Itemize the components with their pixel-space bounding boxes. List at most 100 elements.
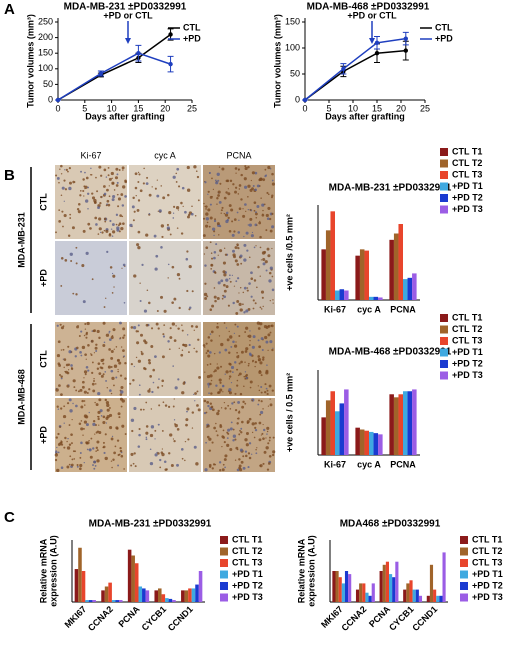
nucleus	[120, 454, 124, 458]
x-tick-label: cyc A	[357, 459, 381, 469]
nucleus	[257, 403, 260, 406]
nucleus	[206, 424, 210, 428]
nucleus	[104, 371, 107, 373]
nucleus	[234, 259, 238, 263]
bar	[335, 411, 340, 455]
annotation-arrow	[125, 38, 131, 44]
x-tick-label: 25	[420, 103, 430, 113]
nucleus	[85, 251, 89, 255]
nucleus	[237, 277, 240, 280]
nucleus	[265, 269, 268, 272]
nucleus	[267, 349, 269, 352]
nucleus	[250, 277, 254, 281]
bar	[369, 431, 374, 455]
nucleus	[96, 329, 100, 334]
nucleus	[57, 362, 61, 366]
series-line	[304, 37, 406, 101]
nucleus	[78, 422, 82, 426]
nucleus	[221, 445, 223, 448]
nucleus	[267, 333, 271, 337]
nucleus	[110, 437, 114, 441]
nucleus	[227, 432, 230, 435]
nucleus	[229, 407, 232, 410]
nucleus	[64, 188, 68, 191]
nucleus	[234, 408, 238, 412]
nucleus	[178, 347, 180, 349]
nucleus	[56, 405, 59, 408]
nucleus	[234, 459, 237, 461]
nucleus	[204, 371, 206, 373]
nucleus	[265, 340, 269, 344]
nucleus	[254, 302, 257, 305]
nucleus	[229, 179, 233, 183]
bar	[415, 589, 419, 602]
nucleus	[266, 217, 270, 221]
nucleus	[132, 219, 135, 222]
nucleus	[84, 328, 87, 330]
legend-swatch	[220, 559, 228, 567]
nucleus	[104, 433, 107, 436]
nucleus	[130, 452, 134, 456]
chart-title: MDA468 ±PD0332991	[340, 519, 441, 530]
nucleus	[68, 167, 71, 170]
nucleus	[267, 254, 271, 258]
nucleus	[205, 352, 208, 354]
nucleus	[157, 423, 160, 426]
nucleus	[93, 467, 96, 470]
nucleus	[133, 406, 137, 411]
nucleus	[119, 321, 122, 325]
nucleus	[271, 182, 275, 186]
nucleus	[258, 370, 262, 375]
nucleus	[64, 169, 66, 171]
x-tick-label: 25	[187, 103, 197, 113]
nucleus	[69, 213, 72, 216]
nucleus	[92, 422, 96, 427]
legend-label: +PD	[183, 33, 201, 43]
nucleus	[236, 355, 240, 359]
nucleus	[217, 254, 219, 256]
nucleus	[205, 224, 209, 228]
nucleus	[77, 210, 81, 214]
nucleus	[208, 449, 212, 452]
nucleus	[245, 210, 247, 212]
nucleus	[115, 376, 118, 379]
nucleus	[204, 346, 206, 348]
nucleus	[105, 176, 108, 178]
bar	[364, 430, 369, 455]
nucleus	[226, 338, 230, 342]
nucleus	[243, 311, 246, 314]
nucleus	[216, 197, 219, 200]
nucleus	[249, 217, 253, 221]
nucleus	[111, 335, 114, 337]
nucleus	[98, 372, 102, 376]
nucleus	[137, 199, 141, 202]
nucleus	[84, 188, 86, 190]
nucleus	[215, 243, 218, 246]
nucleus	[63, 200, 65, 202]
bar	[412, 389, 417, 455]
nucleus	[74, 355, 77, 358]
nucleus	[146, 176, 149, 179]
nucleus	[221, 206, 224, 209]
bar	[359, 429, 365, 455]
nucleus	[122, 349, 125, 353]
x-axis-label: Days after grafting	[325, 111, 405, 121]
bar	[379, 571, 383, 602]
nucleus	[250, 295, 253, 298]
nucleus	[216, 366, 220, 370]
nucleus	[193, 347, 195, 350]
nucleus	[228, 378, 231, 380]
bar	[335, 290, 340, 300]
bar	[403, 589, 407, 602]
legend-label: CTL T3	[232, 557, 262, 567]
bar	[368, 595, 372, 602]
nucleus	[113, 451, 116, 455]
nucleus	[223, 283, 226, 287]
nucleus	[238, 372, 242, 376]
nucleus	[249, 386, 252, 389]
nucleus	[238, 207, 242, 211]
nucleus	[137, 171, 140, 174]
legend-label: CTL T1	[452, 312, 482, 322]
nucleus	[84, 171, 86, 174]
nucleus	[233, 332, 235, 334]
